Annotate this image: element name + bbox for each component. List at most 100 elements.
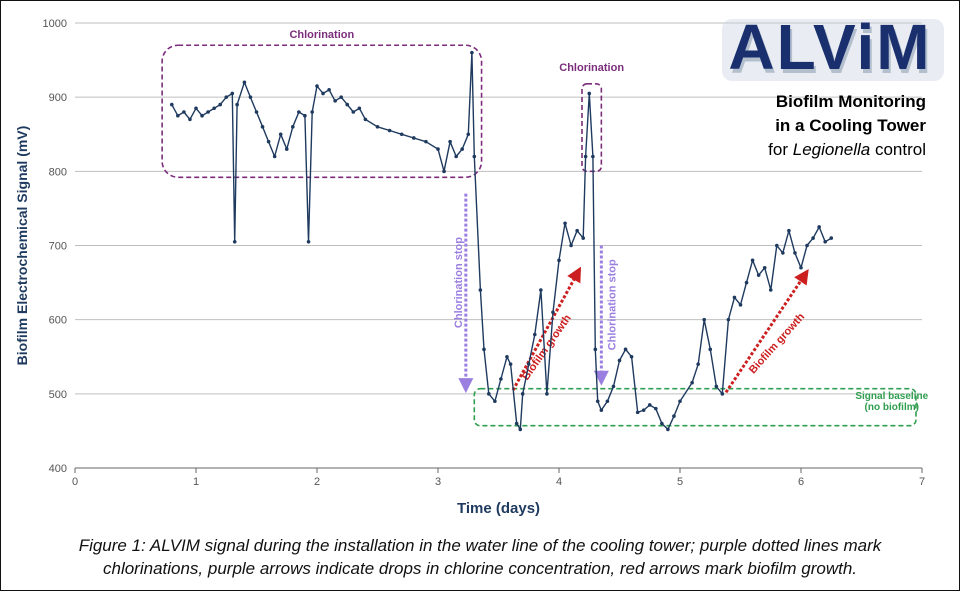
data-point-0-106 (805, 243, 809, 248)
data-point-0-42 (448, 139, 452, 144)
svg-text:ALViM: ALViM (728, 11, 931, 81)
baseline-label-1: Signal baseline (855, 391, 928, 402)
data-point-0-102 (781, 251, 785, 255)
data-point-0-79 (635, 410, 640, 415)
data-point-0-13 (242, 80, 247, 85)
data-point-0-46 (470, 50, 474, 55)
data-point-0-5 (200, 113, 204, 118)
data-point-0-53 (505, 354, 509, 359)
data-point-0-78 (629, 354, 634, 359)
data-point-0-39 (424, 139, 428, 144)
data-point-0-40 (436, 147, 440, 151)
chlorination-stop-label-1: Chlorination stop (453, 237, 465, 328)
x-tick-label-7: 7 (919, 476, 925, 488)
data-point-0-89 (702, 317, 706, 322)
data-point-0-93 (726, 317, 731, 322)
data-point-0-70 (591, 154, 595, 159)
data-point-0-61 (545, 392, 549, 396)
data-point-0-43 (454, 154, 458, 159)
data-point-0-81 (647, 403, 652, 407)
data-point-0-26 (315, 84, 319, 88)
data-point-0-62 (551, 310, 555, 315)
data-point-0-35 (375, 125, 380, 129)
data-point-0-97 (750, 258, 755, 263)
data-point-0-90 (708, 347, 713, 352)
chlorination-box-1 (161, 44, 483, 179)
data-point-0-3 (188, 117, 192, 122)
baseline-label-2: (no biofilm) (865, 402, 919, 413)
caption-line-1: Figure 1: ALVIM signal during the instal… (78, 536, 882, 555)
data-point-0-100 (768, 288, 773, 292)
data-point-0-63 (557, 258, 561, 263)
chart: 400 500 600 700 800 900 1000 0 1 2 3 4 5 6 7 Time (days… (14, 18, 929, 517)
data-point-0-64 (563, 221, 567, 226)
subtitle-line-2: in a Cooling Tower (775, 116, 926, 135)
chlorination-label-2: Chlorination (559, 62, 624, 74)
data-point-0-87 (690, 380, 694, 385)
data-point-0-92 (720, 392, 725, 396)
data-point-0-77 (623, 347, 628, 352)
data-point-0-19 (278, 132, 283, 137)
data-point-0-91 (714, 384, 719, 389)
data-point-0-14 (248, 95, 253, 99)
data-point-0-27 (321, 91, 325, 96)
data-point-0-80 (641, 408, 646, 412)
data-point-0-71 (593, 347, 598, 352)
data-point-0-20 (284, 147, 289, 151)
data-point-0-82 (654, 406, 658, 411)
data-point-0-29 (333, 99, 337, 103)
data-point-0-12 (235, 102, 239, 107)
data-point-0-65 (569, 243, 573, 248)
y-tick-label-6: 1000 (43, 18, 67, 30)
data-point-0-76 (617, 358, 622, 363)
data-point-0-95 (738, 303, 743, 307)
figure-subtitle: Biofilm Monitoring in a Cooling Tower fo… (691, 90, 926, 162)
chlorination-stop-label-2: Chlorination stop (606, 259, 618, 350)
biofilm-growth-arrow-2 (724, 268, 809, 394)
data-point-0-96 (744, 280, 749, 285)
data-point-0-57 (520, 392, 525, 396)
data-point-0-49 (482, 347, 486, 352)
data-point-0-1 (176, 113, 180, 118)
data-point-0-41 (442, 169, 446, 174)
data-point-0-11 (232, 239, 237, 244)
x-tick-label-0: 0 (72, 476, 78, 488)
data-point-0-107 (811, 236, 815, 240)
data-point-0-38 (412, 136, 416, 140)
data-point-0-104 (793, 251, 797, 255)
data-point-0-48 (478, 288, 483, 292)
data-point-0-34 (363, 117, 368, 122)
data-point-0-99 (762, 265, 767, 270)
data-point-0-0 (170, 102, 174, 107)
data-point-0-23 (303, 113, 307, 118)
data-point-0-66 (575, 228, 579, 233)
data-point-0-21 (291, 125, 295, 129)
x-tick-label-6: 6 (798, 476, 804, 488)
data-point-0-73 (599, 408, 604, 412)
data-point-0-16 (260, 125, 265, 129)
y-tick-label-1: 500 (49, 389, 67, 401)
data-point-0-60 (539, 288, 543, 292)
data-point-0-10 (230, 91, 235, 96)
subtitle-line-3-post: control (870, 140, 926, 159)
data-point-0-7 (212, 106, 216, 111)
x-tick-label-5: 5 (677, 476, 683, 488)
data-point-0-44 (460, 147, 465, 151)
y-tick-label-0: 400 (49, 463, 67, 475)
x-tick-label-4: 4 (556, 476, 562, 488)
data-point-0-25 (310, 110, 314, 114)
data-point-0-59 (533, 332, 537, 337)
data-point-0-94 (732, 295, 737, 300)
data-point-0-58 (526, 362, 531, 366)
data-point-0-28 (327, 87, 331, 92)
chlorination-box-2 (581, 83, 603, 173)
data-point-0-15 (254, 110, 259, 114)
svg-text:ALViM: ALViM (730, 15, 933, 81)
y-tick-label-4: 800 (49, 166, 67, 178)
data-point-0-9 (224, 95, 229, 99)
caption-line-2: chlorinations, purple arrows indicate dr… (102, 559, 857, 578)
x-tick-label-1: 1 (193, 476, 199, 488)
x-tick-label-3: 3 (435, 476, 441, 488)
data-point-0-103 (787, 228, 791, 233)
